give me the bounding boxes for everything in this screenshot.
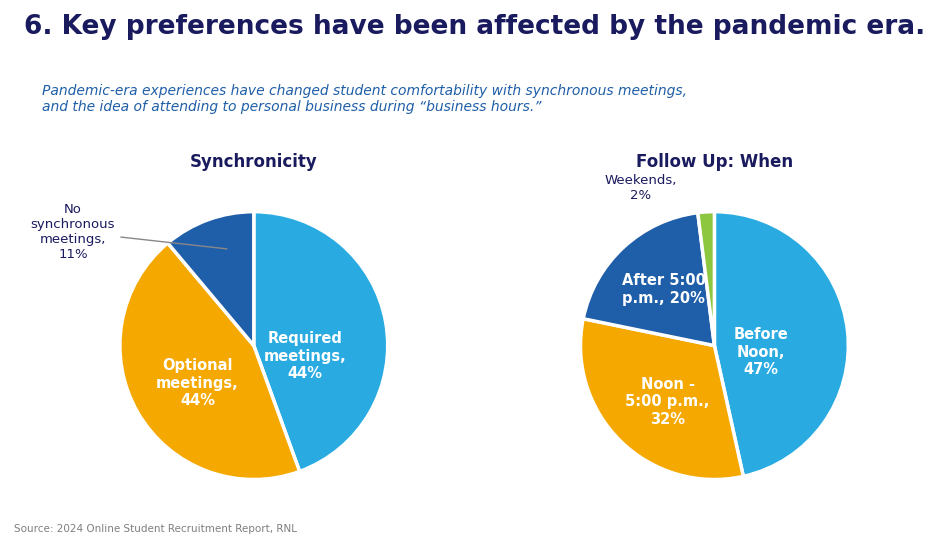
Text: Pandemic-era experiences have changed student comfortability with synchronous me: Pandemic-era experiences have changed st… [42, 84, 687, 114]
Text: Source: 2024 Online Student Recruitment Report, RNL: Source: 2024 Online Student Recruitment … [14, 523, 297, 534]
Wedge shape [167, 212, 254, 346]
Title: Synchronicity: Synchronicity [190, 153, 318, 171]
Text: Required
meetings,
44%: Required meetings, 44% [263, 332, 346, 381]
Wedge shape [254, 212, 387, 471]
Title: Follow Up: When: Follow Up: When [635, 153, 793, 171]
Text: Optional
meetings,
44%: Optional meetings, 44% [156, 358, 239, 408]
Text: 6. Key preferences have been affected by the pandemic era.: 6. Key preferences have been affected by… [24, 14, 925, 39]
Text: Weekends,
2%: Weekends, 2% [604, 173, 677, 201]
Wedge shape [714, 212, 848, 476]
Text: No
synchronous
meetings,
11%: No synchronous meetings, 11% [31, 202, 227, 261]
Wedge shape [120, 243, 300, 480]
Text: After 5:00
p.m., 20%: After 5:00 p.m., 20% [621, 273, 705, 306]
Text: Before
Noon,
47%: Before Noon, 47% [734, 327, 789, 377]
Wedge shape [581, 319, 744, 480]
Text: Noon -
5:00 p.m.,
32%: Noon - 5:00 p.m., 32% [625, 377, 710, 427]
Wedge shape [583, 213, 714, 346]
Wedge shape [697, 212, 714, 346]
